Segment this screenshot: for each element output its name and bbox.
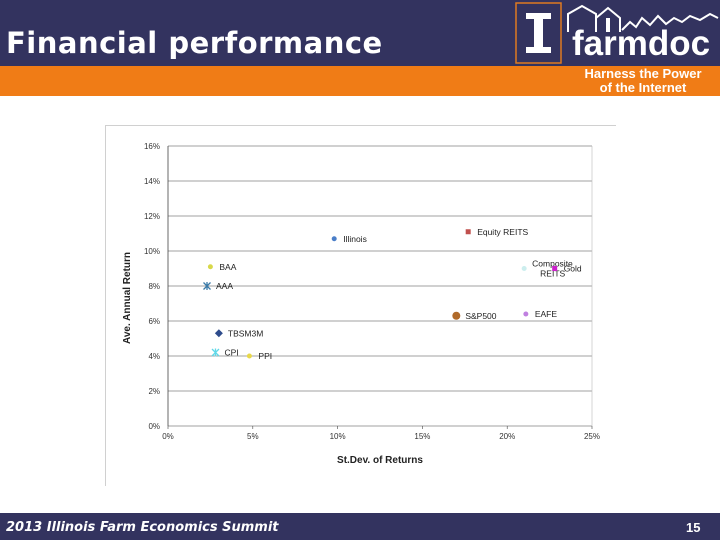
data-point-baa: BAA bbox=[207, 262, 237, 272]
data-point-aaa: AAA bbox=[203, 281, 233, 291]
risk-return-scatter-chart: 0% 2% 4% 6% 8% 10% 12% 14% 16% 0% 5% 10% 15% 20% 25% I… bbox=[122, 142, 600, 466]
point-marker bbox=[523, 311, 529, 317]
y-tick-label: 14% bbox=[144, 177, 160, 186]
point-label: Illinois bbox=[343, 234, 367, 244]
data-point-equity-reits: Equity REITS bbox=[465, 227, 529, 237]
chart-axes: 0% 2% 4% 6% 8% 10% 12% 14% 16% 0% 5% 10% 15% 20% 25% bbox=[144, 142, 600, 441]
chart-grid bbox=[168, 145, 592, 427]
chart-area: 0% 2% 4% 6% 8% 10% 12% 14% 16% 0% 5% 10% 15% 20% 25% I… bbox=[105, 125, 616, 486]
header-accent-band bbox=[0, 66, 720, 96]
y-tick-label: 16% bbox=[144, 142, 160, 151]
farmdoc-logo bbox=[515, 2, 719, 64]
point-marker bbox=[203, 282, 211, 290]
y-axis-label: Ave. Annual Return bbox=[122, 252, 133, 344]
chart-points: Illinois Equity REITS BAA AAA CompositeREITS… bbox=[203, 227, 582, 361]
y-tick-label: 2% bbox=[148, 387, 160, 396]
point-label: BAA bbox=[219, 262, 236, 272]
y-tick-label: 8% bbox=[148, 282, 160, 291]
x-tick-label: 20% bbox=[499, 432, 515, 441]
y-tick-label: 6% bbox=[148, 317, 160, 326]
logo-tagline-line-1: Harness the Power bbox=[584, 66, 702, 81]
data-point-tbsm3m: TBSM3M bbox=[214, 328, 263, 338]
point-label: Equity REITS bbox=[477, 227, 528, 237]
point-label: Composite bbox=[532, 259, 573, 269]
point-marker bbox=[452, 311, 461, 320]
y-tick-label: 12% bbox=[144, 212, 160, 221]
x-axis-label: St.Dev. of Returns bbox=[337, 455, 423, 466]
point-marker bbox=[521, 266, 527, 271]
data-point-cpi: CPI bbox=[211, 348, 239, 358]
y-tick-label: 4% bbox=[148, 352, 160, 361]
data-point-ppi: PPI bbox=[246, 351, 272, 361]
point-marker bbox=[214, 329, 223, 338]
point-label: EAFE bbox=[535, 309, 558, 319]
point-label: Gold bbox=[564, 264, 582, 274]
x-tick-label: 5% bbox=[247, 432, 259, 441]
point-label: CPI bbox=[224, 348, 238, 358]
point-label: TBSM3M bbox=[228, 328, 263, 338]
y-tick-label: 10% bbox=[144, 247, 160, 256]
slide-page-number: 15 bbox=[686, 520, 701, 535]
header-bar bbox=[0, 0, 720, 66]
logo-wordmark: farmdoc bbox=[572, 24, 711, 63]
point-marker bbox=[207, 264, 213, 270]
footer-bar bbox=[0, 513, 720, 540]
x-tick-label: 0% bbox=[162, 432, 174, 441]
x-tick-label: 25% bbox=[584, 432, 600, 441]
point-label: PPI bbox=[258, 351, 272, 361]
point-label: REITS bbox=[540, 269, 565, 279]
point-marker bbox=[211, 348, 220, 357]
data-point-eafe: EAFE bbox=[523, 309, 557, 319]
point-marker bbox=[552, 266, 558, 271]
y-tick-label: 0% bbox=[148, 422, 160, 431]
slide-title: Financial performance bbox=[6, 26, 383, 60]
x-tick-label: 15% bbox=[414, 432, 430, 441]
point-marker bbox=[331, 236, 337, 242]
point-label: AAA bbox=[216, 281, 233, 291]
footer-event-name: 2013 Illinois Farm Economics Summit bbox=[6, 520, 279, 535]
data-point-illinois: Illinois bbox=[331, 234, 367, 244]
data-point-s-p500: S&P500 bbox=[452, 311, 497, 321]
point-marker bbox=[246, 353, 252, 359]
x-tick-label: 10% bbox=[330, 432, 346, 441]
data-point-gold: Gold bbox=[552, 264, 582, 274]
point-marker bbox=[465, 229, 471, 235]
point-label: S&P500 bbox=[465, 311, 496, 321]
logo-tagline-line-2: of the Internet bbox=[599, 80, 687, 95]
